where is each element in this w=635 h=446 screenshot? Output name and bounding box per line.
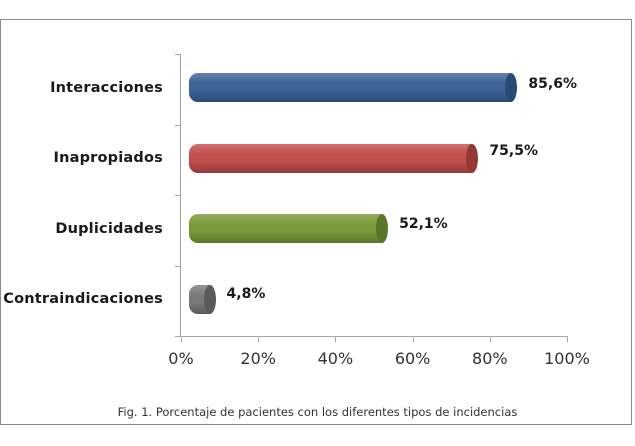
y-tick [175,336,181,337]
value-label: 75,5% [489,143,538,159]
figure-caption: Fig. 1. Porcentaje de pacientes con los … [117,405,518,419]
category-label: Inapropiados [53,150,163,166]
bar-contraindicaciones [189,285,216,314]
bar-end-cap [466,144,479,173]
category-label: Interacciones [50,80,163,96]
x-tick-label: 40% [317,349,354,368]
y-tick [175,125,181,126]
x-tick [567,336,568,342]
bar-end-cap [203,285,216,314]
x-tick-label: 0% [168,349,194,368]
x-tick [335,336,336,342]
y-tick [175,54,181,55]
bar-inapropiados [189,144,479,173]
value-label: 52,1% [399,216,448,232]
y-tick [175,266,181,267]
x-tick-label: 60% [394,349,431,368]
bar-interacciones [189,73,518,102]
y-tick [175,195,181,196]
x-tick-label: 20% [240,349,276,368]
value-label: 4,8% [226,286,266,302]
x-tick-label: 100% [544,349,590,368]
x-tick [413,336,414,342]
value-label: 85,6% [528,76,577,92]
category-label: Contraindicaciones [3,291,163,307]
category-label: Duplicidades [55,221,163,237]
x-tick [490,336,491,342]
bar-end-cap [376,214,389,243]
x-tick-label: 80% [472,349,508,368]
bar-duplicidades [189,214,389,243]
bar-end-cap [505,73,518,102]
x-tick [258,336,259,342]
x-axis [180,336,568,337]
x-tick [181,336,182,342]
